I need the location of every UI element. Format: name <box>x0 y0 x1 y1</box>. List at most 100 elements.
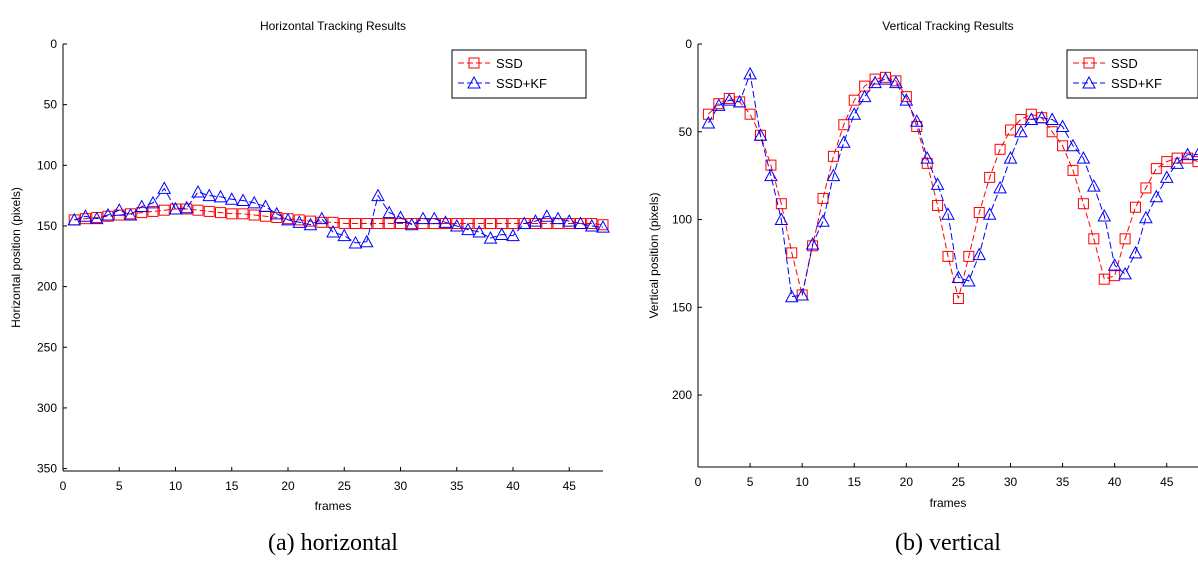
data-point <box>136 207 148 219</box>
data-point <box>784 289 799 303</box>
x-tick-label: 30 <box>1004 475 1018 489</box>
data-point <box>179 200 194 214</box>
data-point <box>269 206 284 220</box>
data-point <box>1118 266 1132 280</box>
data-point <box>237 208 249 220</box>
data-point <box>438 215 453 228</box>
data-point <box>857 89 872 103</box>
data-point <box>462 218 474 230</box>
series-ssd <box>702 71 1198 305</box>
data-point <box>293 214 305 226</box>
data-point <box>461 222 475 236</box>
data-point <box>393 210 408 223</box>
horizontal-tracking-chart: Horizontal Tracking Results 0 5 10 15 20 25 30 3… <box>9 19 610 556</box>
figure-caption: (a) horizontal <box>268 530 398 556</box>
data-point <box>826 168 841 182</box>
data-point <box>226 208 238 220</box>
y-tick-label: 0 <box>50 37 57 51</box>
data-point <box>539 209 554 222</box>
data-point <box>67 212 82 226</box>
data-point <box>816 214 830 227</box>
series-ssd-kf <box>701 66 1198 303</box>
y-tick-label: 350 <box>37 462 57 476</box>
data-point <box>868 75 882 89</box>
y-tick-label: 50 <box>679 125 693 139</box>
data-point <box>416 211 430 225</box>
data-point <box>359 234 374 248</box>
data-point <box>192 204 204 216</box>
data-point <box>146 195 160 209</box>
data-point <box>1139 210 1153 224</box>
data-point <box>786 247 798 259</box>
x-tick-label: 40 <box>1108 475 1122 489</box>
data-point <box>292 215 307 228</box>
data-point <box>528 214 543 227</box>
data-point <box>711 98 726 111</box>
data-point <box>203 205 215 217</box>
data-point <box>449 218 464 232</box>
data-point <box>1098 273 1110 285</box>
data-point <box>701 115 716 129</box>
data-point <box>899 93 914 106</box>
data-point <box>932 199 944 211</box>
y-tick-label: 50 <box>44 98 58 112</box>
data-point <box>248 209 260 221</box>
y-tick-label: 200 <box>37 280 57 294</box>
x-tick-label: 15 <box>848 475 862 489</box>
x-tick-label: 25 <box>338 479 352 493</box>
data-point <box>764 168 778 182</box>
data-point <box>361 218 373 230</box>
series-ssd-kf <box>67 181 610 249</box>
data-point <box>984 171 996 183</box>
data-point <box>303 217 318 231</box>
data-point <box>994 143 1006 155</box>
data-point <box>1140 182 1152 194</box>
data-point <box>1024 112 1039 125</box>
x-tick-label: 35 <box>450 479 464 493</box>
data-point <box>202 188 217 202</box>
data-point <box>551 211 565 225</box>
data-point <box>1077 198 1089 210</box>
data-point <box>961 273 976 287</box>
data-point <box>247 195 262 209</box>
data-point <box>485 218 496 230</box>
series-line <box>74 208 604 226</box>
data-point <box>382 205 397 219</box>
x-tick-label: 30 <box>394 479 408 493</box>
data-point <box>942 250 954 262</box>
data-point <box>78 209 93 222</box>
y-tick-label: 150 <box>672 300 692 314</box>
series-line <box>708 76 1198 299</box>
data-point <box>181 203 193 215</box>
data-point <box>1109 270 1121 282</box>
y-tick-label: 250 <box>37 340 57 354</box>
legend-marker <box>1083 57 1095 69</box>
data-point <box>494 227 509 240</box>
data-point <box>1045 112 1060 125</box>
x-tick-label: 45 <box>563 479 577 493</box>
data-point <box>941 207 955 220</box>
figure-caption: (b) vertical <box>895 530 1001 556</box>
x-tick-label: 5 <box>116 479 123 493</box>
data-point <box>1170 156 1185 169</box>
data-point <box>878 72 893 85</box>
x-axis-label: frames <box>315 499 352 513</box>
data-point <box>1014 124 1028 138</box>
data-point <box>215 207 226 219</box>
data-point <box>722 93 737 106</box>
data-point <box>112 203 127 216</box>
data-point <box>836 135 851 148</box>
series-line <box>707 71 1198 298</box>
data-point <box>930 177 945 190</box>
data-point <box>338 218 350 230</box>
x-tick-label: 15 <box>225 479 239 493</box>
data-point <box>847 107 862 120</box>
y-tick-label: 0 <box>685 37 692 51</box>
x-tick-label: 10 <box>795 475 809 489</box>
y-tick-label: 200 <box>672 388 692 402</box>
data-point <box>732 94 747 108</box>
data-point <box>507 218 519 230</box>
data-point <box>1180 147 1195 161</box>
data-point <box>838 119 850 131</box>
